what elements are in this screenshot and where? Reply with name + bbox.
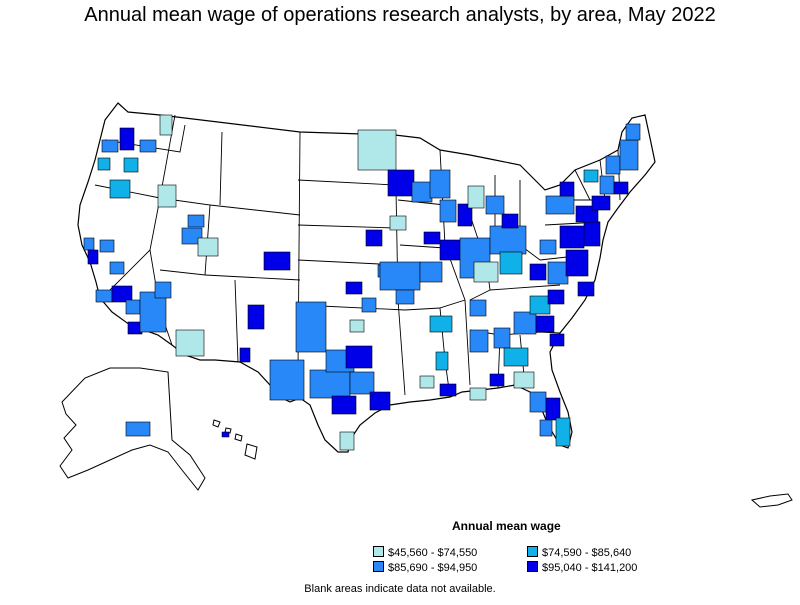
- legend-swatch-2: [527, 546, 538, 557]
- puerto-rico-outline: [750, 493, 793, 508]
- legend-label-4: $95,040 - $141,200: [542, 562, 638, 574]
- legend-label-3: $85,690 - $94,950: [388, 562, 478, 574]
- legend-swatch-1: [373, 546, 384, 557]
- legend-swatch-3: [373, 561, 384, 572]
- legend-swatch-4: [527, 561, 538, 572]
- map-title: Annual mean wage of operations research …: [84, 4, 716, 26]
- legend-item-3: $85,690 - $94,950: [373, 561, 477, 575]
- area-polygons: [83, 114, 641, 451]
- legend-item-1: $45,560 - $74,550: [373, 546, 477, 560]
- legend-label-2: $74,590 - $85,640: [542, 547, 632, 559]
- hawaii-area: [221, 431, 230, 438]
- hawaii-islands: [212, 419, 258, 460]
- legend-item-2: $74,590 - $85,640: [527, 546, 631, 560]
- footnote: Blank areas indicate data not available.: [304, 583, 496, 595]
- legend-item-4: $95,040 - $141,200: [527, 561, 637, 575]
- alaska-area: [125, 421, 151, 437]
- legend-title: Annual mean wage: [452, 519, 561, 533]
- legend-label-1: $45,560 - $74,550: [388, 547, 478, 559]
